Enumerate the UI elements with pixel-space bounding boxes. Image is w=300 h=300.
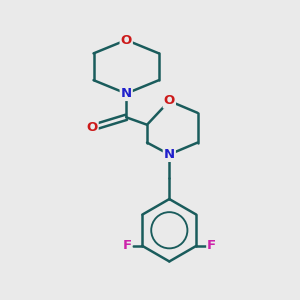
Text: F: F [207, 239, 216, 252]
Text: N: N [164, 148, 175, 161]
Text: F: F [122, 239, 131, 252]
Text: O: O [164, 94, 175, 107]
Text: O: O [86, 121, 98, 134]
Text: O: O [121, 34, 132, 46]
Text: N: N [121, 87, 132, 100]
